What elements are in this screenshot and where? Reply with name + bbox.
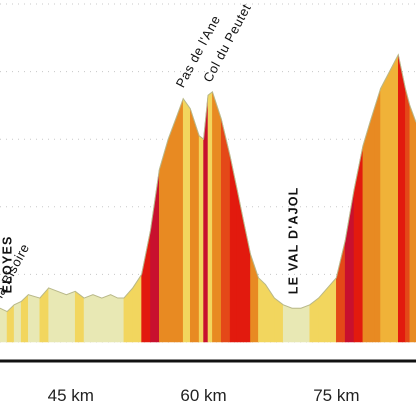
profile-band-23 bbox=[189, 108, 200, 343]
profile-band-36 bbox=[282, 304, 293, 343]
profile-band-16 bbox=[132, 273, 142, 343]
profile-band-14 bbox=[117, 297, 125, 343]
profile-band-6 bbox=[48, 287, 58, 343]
profile-band-34 bbox=[265, 283, 275, 343]
profile-band-19 bbox=[159, 139, 169, 343]
profile-band-26 bbox=[207, 91, 213, 343]
profile-band-48 bbox=[380, 71, 390, 343]
profile-band-49 bbox=[389, 54, 399, 343]
profile-band-27 bbox=[212, 91, 222, 343]
profile-band-2 bbox=[13, 300, 22, 343]
profile-band-24 bbox=[198, 135, 204, 343]
profile-band-8 bbox=[66, 290, 76, 343]
profile-band-21 bbox=[176, 98, 184, 343]
profile-band-10 bbox=[83, 294, 94, 343]
profile-band-9 bbox=[74, 290, 85, 343]
profile-band-50 bbox=[397, 54, 406, 343]
profile-band-41 bbox=[327, 276, 337, 343]
profile-band-51 bbox=[405, 88, 411, 343]
profile-band-22 bbox=[182, 97, 191, 343]
profile-band-4 bbox=[28, 294, 41, 343]
x-tick-label-2: 75 km bbox=[313, 386, 359, 405]
x-axis-ticks: 45 km 60 km 75 km bbox=[48, 386, 360, 405]
profile-band-33 bbox=[258, 277, 266, 343]
elevation-profile-area bbox=[0, 53, 416, 343]
profile-band-52 bbox=[409, 105, 416, 343]
profile-band-42 bbox=[336, 240, 346, 343]
profile-band-44 bbox=[353, 145, 364, 343]
profile-band-18 bbox=[150, 169, 160, 343]
x-tick-label-1: 60 km bbox=[180, 386, 226, 405]
profile-band-11 bbox=[92, 294, 103, 343]
profile-band-35 bbox=[274, 297, 284, 343]
profile-band-45 bbox=[362, 122, 371, 343]
profile-outline bbox=[0, 53, 416, 313]
profile-band-39 bbox=[309, 297, 319, 343]
annotation-label-4: LE VAL D'AJOL bbox=[286, 186, 300, 294]
profile-band-37 bbox=[291, 307, 302, 343]
profile-band-20 bbox=[167, 115, 178, 343]
profile-band-7 bbox=[57, 290, 67, 343]
profile-band-3 bbox=[20, 293, 29, 343]
x-tick-label-0: 45 km bbox=[48, 386, 94, 405]
profile-band-46 bbox=[369, 105, 376, 343]
profile-band-12 bbox=[101, 294, 111, 343]
profile-band-47 bbox=[374, 88, 381, 343]
profile-band-38 bbox=[300, 304, 311, 343]
profile-band-13 bbox=[110, 294, 119, 343]
profile-band-0 bbox=[0, 307, 8, 343]
profile-band-17 bbox=[141, 230, 151, 343]
annotation-label-1: ELOYES bbox=[1, 235, 15, 293]
profile-band-30 bbox=[236, 189, 244, 343]
